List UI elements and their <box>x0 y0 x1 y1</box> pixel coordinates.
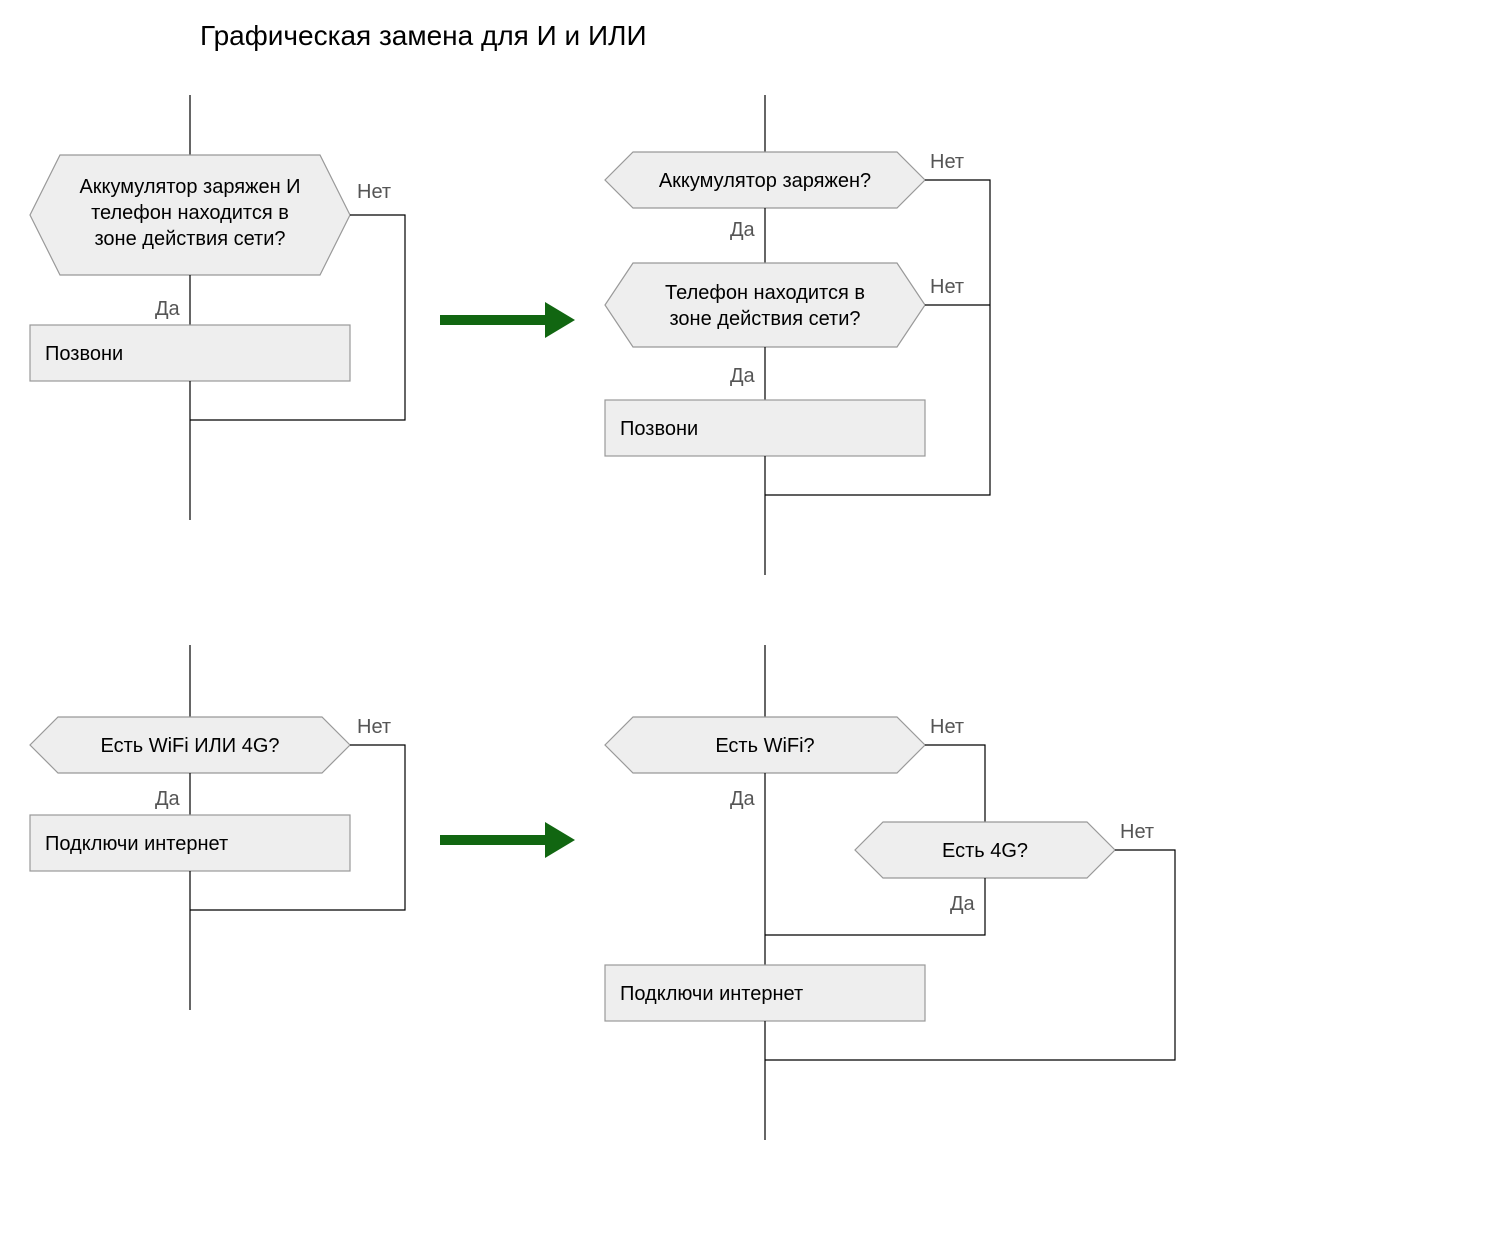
process-text: Позвони <box>45 343 123 365</box>
decision-text-line2: телефон находится в <box>91 202 289 224</box>
decision-text-line1: Аккумулятор заряжен И <box>79 176 300 198</box>
process-text: Подключи интернет <box>620 983 803 1005</box>
label-no: Нет <box>357 716 391 738</box>
arrow-head-icon <box>545 302 575 338</box>
label-no-1: Нет <box>930 716 964 738</box>
edge-no-2 <box>765 850 1175 1060</box>
flowchart-bottom-left: Есть WiFi ИЛИ 4G? Да Нет Подключи интерн… <box>30 645 405 1010</box>
edge-no-1 <box>925 745 985 822</box>
arrow-head-icon <box>545 822 575 858</box>
decision-coverage <box>605 263 925 347</box>
decision-text-line3: зоне действия сети? <box>94 228 285 250</box>
decision-or-text: Есть WiFi ИЛИ 4G? <box>100 735 279 757</box>
label-yes-1: Да <box>730 788 756 810</box>
process-text: Подключи интернет <box>45 833 228 855</box>
label-no-2: Нет <box>930 276 964 298</box>
flowchart-top-left: Аккумулятор заряжен И телефон находится … <box>30 95 405 520</box>
decision-4g-text: Есть 4G? <box>942 840 1028 862</box>
decision-battery-text: Аккумулятор заряжен? <box>659 170 871 192</box>
label-yes-2: Да <box>730 365 756 387</box>
decision-wifi-text: Есть WiFi? <box>715 735 814 757</box>
label-no-1: Нет <box>930 151 964 173</box>
flowchart-top-right: Аккумулятор заряжен? Да Нет Телефон нахо… <box>605 95 990 575</box>
label-yes: Да <box>155 298 181 320</box>
label-no: Нет <box>357 181 391 203</box>
process-text: Позвони <box>620 418 698 440</box>
flowchart-bottom-right: Есть WiFi? Да Нет Есть 4G? Да Нет Подклю… <box>605 645 1175 1140</box>
page-title: Графическая замена для И и ИЛИ <box>200 20 647 51</box>
label-yes-1: Да <box>730 219 756 241</box>
label-yes: Да <box>155 788 181 810</box>
decision-coverage-text-2: зоне действия сети? <box>669 308 860 330</box>
decision-coverage-text-1: Телефон находится в <box>665 282 865 304</box>
transform-arrows <box>440 302 575 858</box>
label-no-2: Нет <box>1120 821 1154 843</box>
label-yes-2: Да <box>950 893 976 915</box>
